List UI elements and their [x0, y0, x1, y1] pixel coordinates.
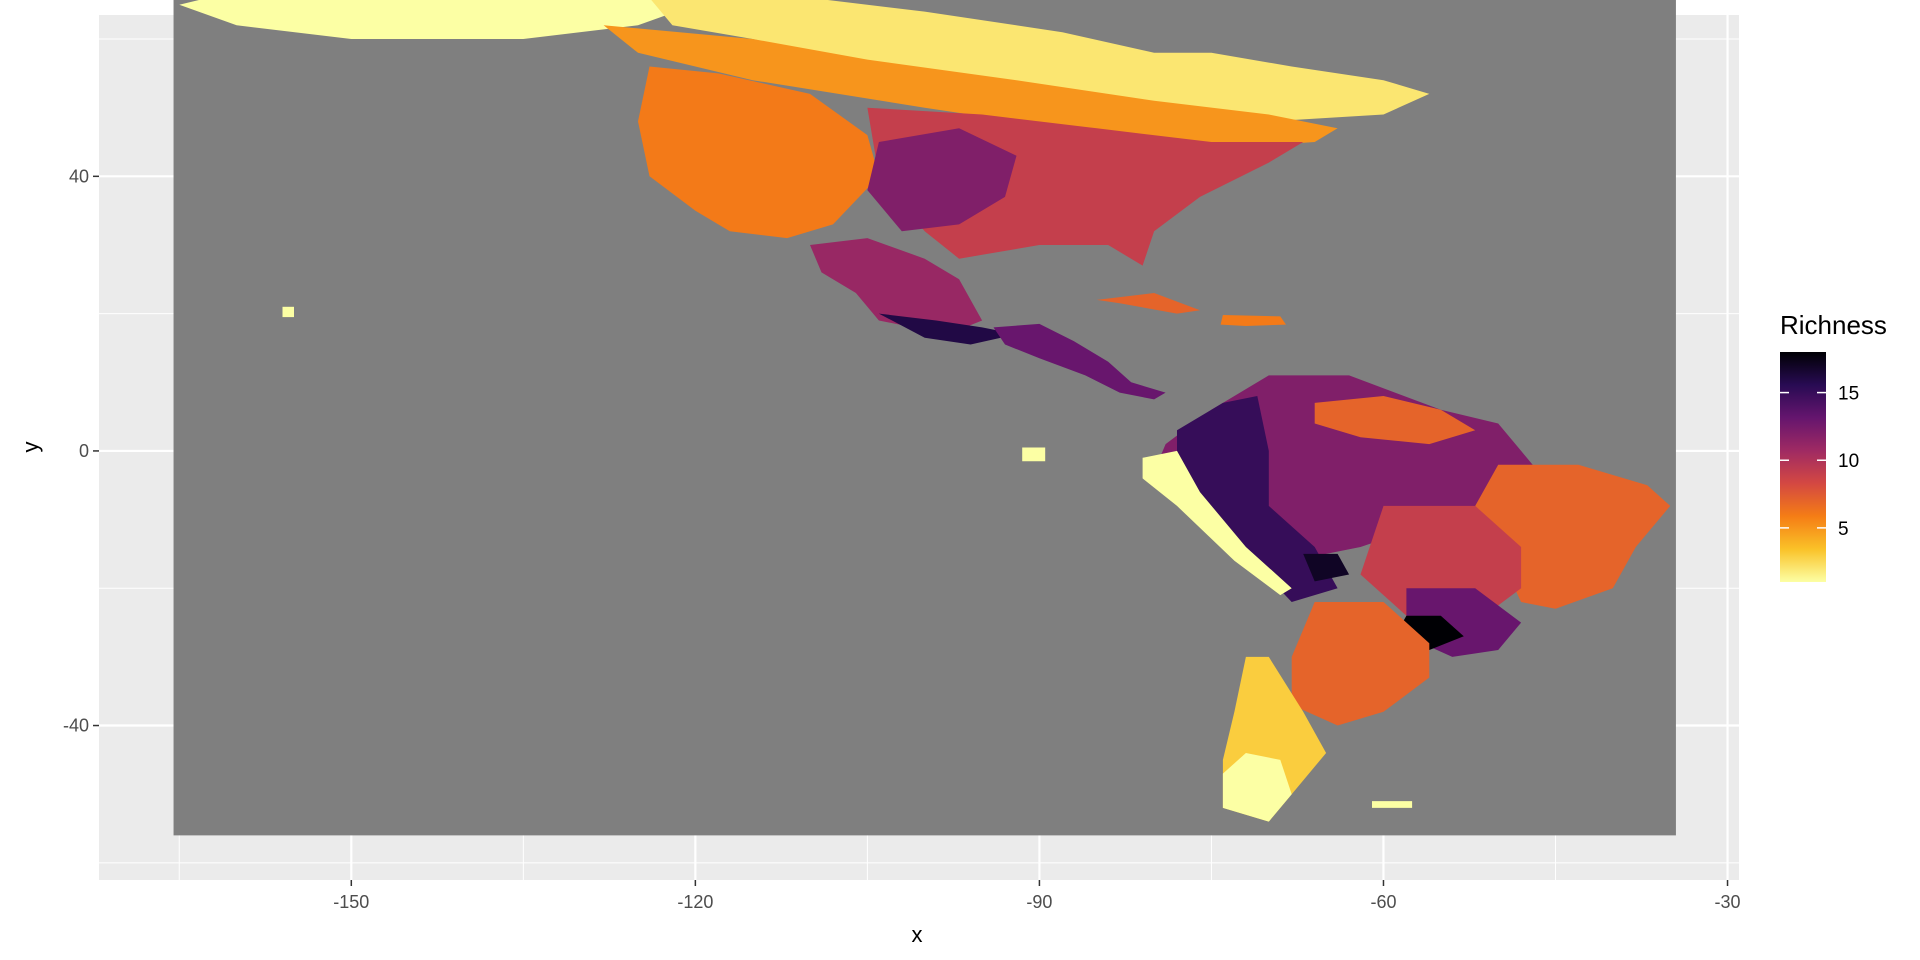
- x-tick-label: -90: [1026, 892, 1052, 912]
- x-axis-title: x: [912, 922, 923, 947]
- region-falklands: [1372, 801, 1413, 808]
- region-caribbean-cuba: [1096, 293, 1200, 314]
- region-brazil-east: [1475, 464, 1671, 609]
- legend-break-label: 15: [1838, 384, 1859, 405]
- region-patagonia-core: [1222, 753, 1292, 822]
- y-tick-label: 40: [69, 166, 89, 186]
- region-canada-north: [651, 0, 1430, 122]
- legend-title: Richness: [1780, 310, 1887, 340]
- legend-ticks: 5 10 15: [1780, 384, 1859, 540]
- x-tick-label: -30: [1715, 892, 1741, 912]
- region-andes-hotspot: [1303, 553, 1350, 582]
- legend: Richness 5 10 15: [1780, 310, 1887, 582]
- region-mexico: [810, 238, 983, 335]
- x-tick-label: -150: [333, 892, 369, 912]
- region-guiana: [1314, 396, 1476, 445]
- region-hawaii: [282, 306, 294, 318]
- region-alaska-yukon: [179, 0, 696, 39]
- x-tick-label: -120: [677, 892, 713, 912]
- x-axis: -150 -120 -90 -60 -30: [333, 880, 1741, 912]
- region-great-plains: [867, 128, 1017, 232]
- legend-break-label: 10: [1838, 451, 1859, 472]
- y-tick-label: 0: [79, 441, 89, 461]
- region-central-america: [993, 323, 1166, 400]
- legend-break-label: 5: [1838, 519, 1849, 540]
- region-pacific-coast: [1142, 450, 1292, 596]
- y-tick-label: -40: [63, 716, 89, 736]
- region-andes-east: [1177, 396, 1338, 602]
- region-galapagos: [1022, 447, 1046, 462]
- y-axis-title: y: [18, 442, 43, 453]
- region-boreal: [603, 25, 1338, 149]
- richness-regions: [179, 0, 1671, 822]
- y-axis: -40 0 40: [63, 166, 99, 736]
- region-mexico-south: [878, 313, 1017, 345]
- x-tick-label: -60: [1370, 892, 1396, 912]
- region-west-na: [638, 66, 879, 239]
- region-chaco-pampas: [1291, 602, 1430, 726]
- region-hispaniola: [1220, 315, 1286, 326]
- legend-colorbar: [1780, 352, 1826, 582]
